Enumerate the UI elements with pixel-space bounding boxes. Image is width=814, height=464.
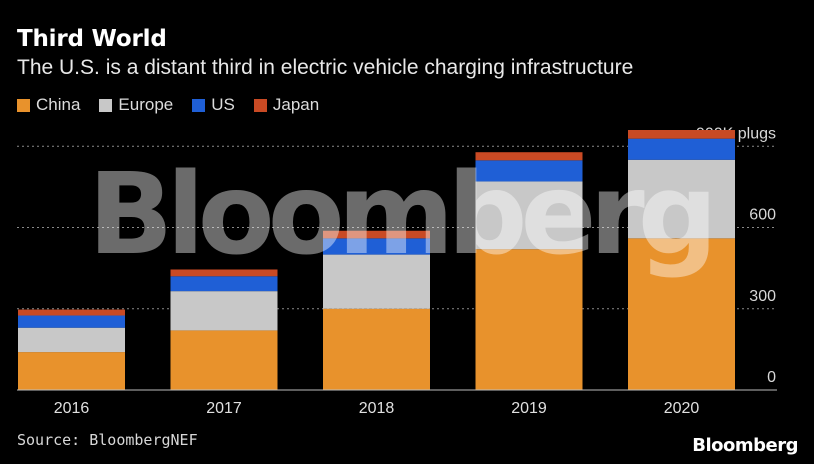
y-tick-label: 0 [767,369,776,386]
bar-segment-china [18,352,125,390]
legend-label-europe: Europe [118,95,174,114]
bar-segment-japan [323,230,430,239]
bar-segment-us [628,138,735,160]
bar-segment-europe [628,159,735,239]
bar-segment-china [628,238,735,390]
legend: China Europe US Japan [17,95,338,115]
legend-label-japan: Japan [272,95,320,114]
bar-segment-europe [323,254,430,309]
bar-segment-europe [475,181,583,250]
x-tick-label: 2019 [511,400,547,417]
x-tick-label: 2020 [664,400,700,417]
bar-segment-china [170,330,278,390]
y-tick-label: 600 [749,207,776,224]
bar-segment-us [170,276,278,292]
legend-swatch-china [17,98,30,112]
bar-segment-us [323,238,430,255]
bar-segment-japan [18,309,125,316]
legend-swatch-us [192,98,206,112]
legend-label-china: China [36,95,81,114]
legend-item-china: China [17,95,80,115]
chart-title: Third World [17,26,167,52]
bar-segment-europe [170,291,278,331]
bar-segment-japan [170,269,278,277]
x-tick-label: 2017 [206,400,242,417]
legend-item-europe: Europe [99,95,173,115]
chart-subtitle: The U.S. is a distant third in electric … [17,56,634,79]
legend-item-japan: Japan [253,95,320,115]
source-note: Source: BloombergNEF [17,431,198,449]
bar-segment-europe [18,327,125,353]
bar-segment-japan [628,130,735,139]
legend-swatch-japan [253,98,267,112]
bloomberg-logo: Bloomberg [692,435,798,456]
bar-segment-china [323,308,430,390]
legend-swatch-europe [99,98,113,112]
legend-item-us: US [192,95,235,115]
bar-segment-us [18,315,125,328]
x-tick-label: 2016 [54,400,90,417]
bar-segment-china [475,249,583,390]
bar-segment-us [475,160,583,182]
y-tick-label: 300 [749,288,776,305]
legend-label-us: US [211,95,235,114]
bar-segment-japan [475,152,583,161]
x-tick-label: 2018 [359,400,395,417]
